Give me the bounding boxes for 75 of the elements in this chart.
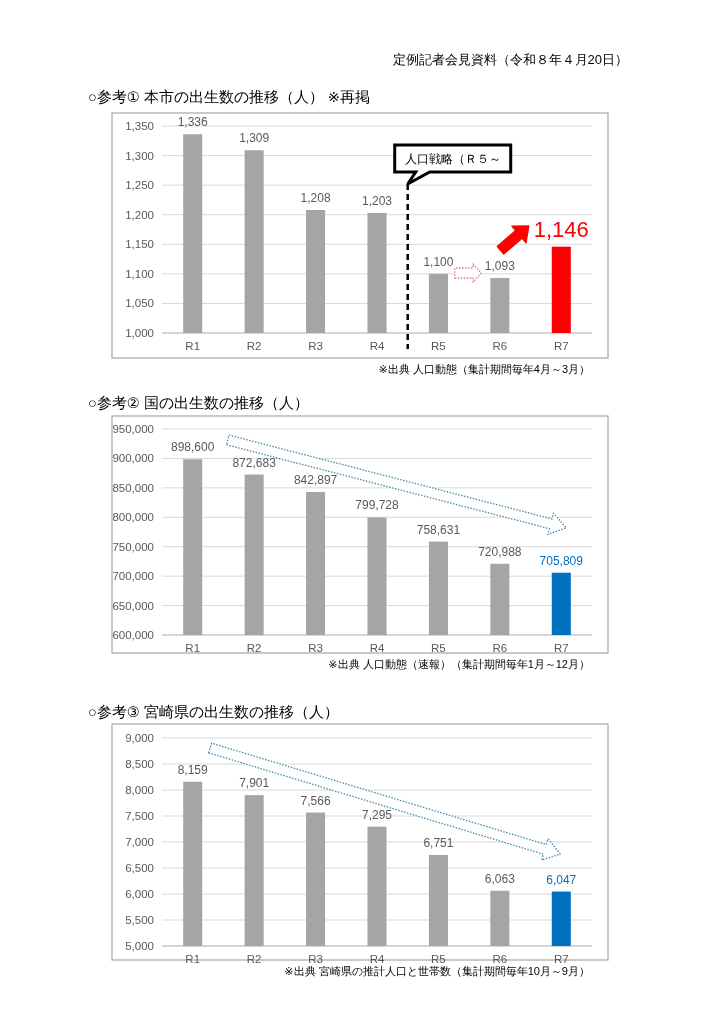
x-tick-label: R1	[185, 953, 201, 965]
data-label: 8,159	[177, 762, 208, 777]
x-tick-label: R6	[492, 642, 508, 654]
data-label: 705,809	[539, 553, 583, 568]
y-tick-label: 850,000	[112, 481, 154, 494]
x-tick-label: R3	[308, 642, 323, 654]
y-tick-label: 1,100	[125, 267, 154, 280]
y-tick-label: 1,250	[125, 179, 154, 192]
y-tick-label: 900,000	[112, 452, 154, 465]
data-label: 7,901	[239, 776, 270, 791]
y-tick-label: 7,000	[125, 836, 154, 848]
x-tick-label: R5	[431, 642, 446, 654]
y-tick-label: 700,000	[112, 570, 154, 583]
text: 定例記者会見資料（令和８年４月20日）	[392, 52, 628, 67]
data-label: 1,093	[484, 259, 515, 273]
y-tick-label: 7,500	[125, 810, 154, 822]
data-label: 758,631	[416, 522, 461, 537]
data-label: 6,047	[546, 872, 577, 887]
x-tick-label: R2	[246, 340, 262, 352]
annotation: 人口戦略（Ｒ５～	[404, 151, 501, 166]
y-tick-label: 5,500	[125, 914, 154, 926]
x-tick-label: R6	[492, 953, 508, 965]
x-tick-label: R2	[246, 953, 262, 965]
y-tick-label: 1,050	[125, 297, 154, 310]
data-label: 1,336	[177, 115, 208, 130]
chart-title: ○参考② 国の出生数の推移（人）	[88, 395, 309, 411]
y-tick-label: 5,000	[125, 940, 154, 952]
x-tick-label: R5	[431, 953, 446, 965]
text: ※出典 人口動態（速報）（集計期間毎年1月～12月）	[328, 658, 590, 670]
y-tick-label: 1,000	[125, 327, 154, 339]
x-tick-label: R6	[492, 340, 508, 352]
x-tick-label: R7	[553, 340, 569, 352]
data-label: 7,295	[362, 807, 392, 822]
data-label: 872,683	[232, 455, 276, 470]
y-tick-label: 1,300	[125, 149, 154, 162]
y-tick-label: 1,350	[125, 120, 154, 132]
data-label: 1,208	[300, 191, 331, 205]
y-tick-label: 6,500	[125, 862, 154, 874]
x-tick-label: R2	[246, 642, 262, 654]
y-tick-label: 8,500	[125, 758, 154, 770]
x-tick-label: R4	[369, 642, 385, 654]
y-tick-label: 950,000	[112, 423, 154, 435]
data-label: 7,566	[300, 793, 331, 808]
y-tick-label: 800,000	[112, 511, 154, 524]
y-tick-label: 1,200	[125, 208, 154, 221]
chart-title: ○参考① 本市の出生数の推移（人） ※再掲	[88, 89, 370, 105]
x-tick-label: R7	[553, 953, 569, 965]
x-tick-label: R1	[185, 642, 201, 654]
x-tick-label: R3	[308, 340, 323, 352]
chart-title: ○参考③ 宮崎県の出生数の推移（人）	[88, 704, 339, 720]
y-tick-label: 8,000	[125, 784, 154, 796]
y-tick-label: 9,000	[125, 732, 154, 744]
annotation: 1,146	[533, 216, 589, 242]
x-tick-label: R4	[369, 340, 385, 352]
y-tick-label: 6,000	[125, 888, 154, 900]
data-label: 6,751	[423, 835, 454, 850]
data-label: 799,728	[355, 498, 399, 513]
y-tick-label: 750,000	[112, 540, 154, 553]
data-label: 720,988	[478, 544, 522, 559]
data-label: 898,600	[171, 440, 215, 455]
text: ※出典 宮崎県の推計人口と世帯数（集計期間毎年10月～9月）	[284, 965, 590, 977]
y-tick-label: 600,000	[112, 629, 154, 641]
y-tick-label: 1,150	[125, 238, 154, 251]
data-label: 6,063	[484, 871, 515, 886]
data-label: 1,100	[423, 254, 454, 269]
text: ※出典 人口動態（集計期間毎年4月～3月）	[378, 363, 590, 375]
x-tick-label: R5	[431, 340, 446, 352]
x-tick-label: R1	[185, 340, 201, 352]
x-tick-label: R7	[553, 642, 569, 654]
data-label: 842,897	[293, 473, 338, 488]
x-tick-label: R3	[308, 953, 323, 965]
data-label: 1,203	[362, 193, 392, 208]
y-tick-label: 650,000	[112, 599, 154, 612]
data-label: 1,309	[239, 131, 270, 146]
x-tick-label: R4	[369, 953, 385, 965]
